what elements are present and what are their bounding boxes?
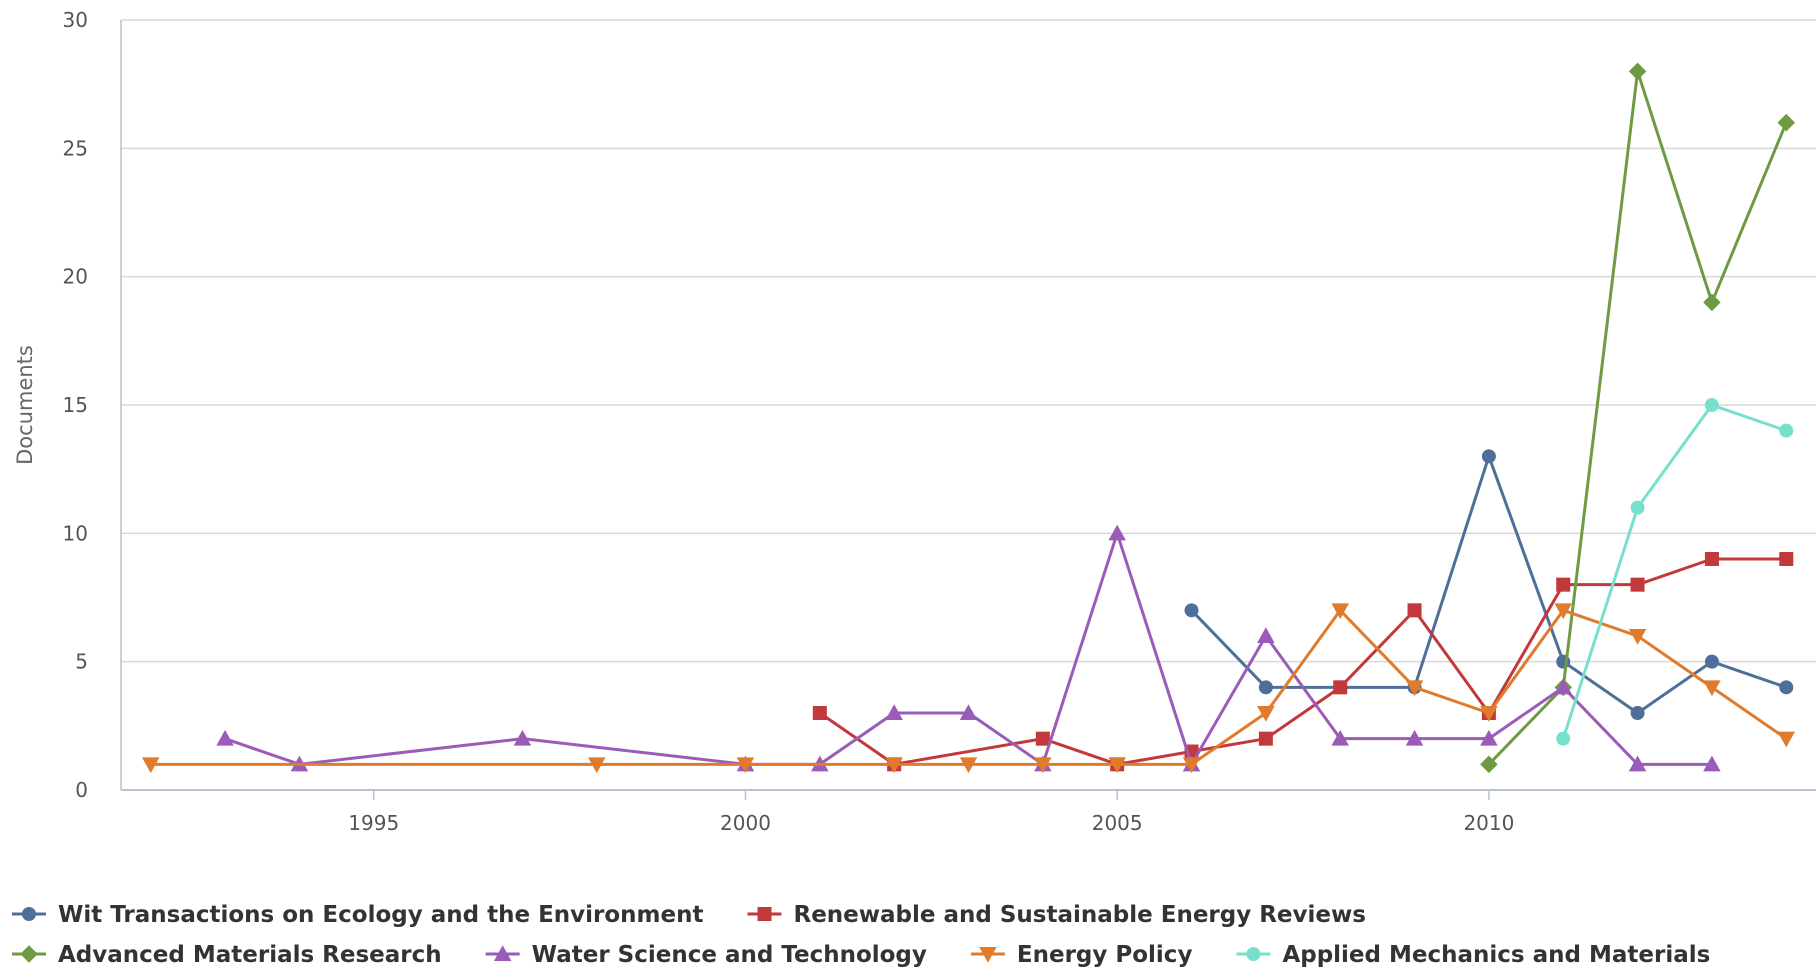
data-point[interactable] [1480,706,1498,722]
y-axis-title: Documents [13,345,37,465]
legend-item[interactable]: Wit Transactions on Ecology and the Envi… [12,902,703,928]
y-tick-label: 10 [63,521,88,545]
data-point[interactable] [1333,680,1348,695]
data-point[interactable] [1777,113,1796,132]
grid [121,19,1816,791]
data-point[interactable] [1554,603,1572,620]
data-point[interactable] [513,729,532,746]
data-point[interactable] [141,757,160,774]
legend-label: Advanced Materials Research [58,942,442,968]
data-point[interactable] [1331,603,1349,620]
data-point[interactable] [1779,680,1794,695]
legend-item[interactable]: Water Science and Technology [485,942,927,968]
data-point[interactable] [1777,731,1796,748]
data-point[interactable] [1405,729,1424,746]
data-point[interactable] [1556,577,1571,592]
y-tick-label: 25 [63,136,88,160]
data-point[interactable] [812,706,827,720]
legend-label: Applied Mechanics and Materials [1282,942,1710,968]
legend-label: Wit Transactions on Ecology and the Envi… [58,902,703,928]
series-line[interactable] [1487,69,1788,766]
series-line[interactable] [223,531,1714,766]
legend-swatch-marker[interactable] [979,947,997,963]
data-point[interactable] [588,757,606,774]
series-line[interactable] [1190,454,1788,715]
data-point[interactable] [1480,729,1498,746]
series-line[interactable] [149,608,1788,766]
data-point[interactable] [959,757,978,774]
data-point[interactable] [1257,627,1275,643]
data-point[interactable] [1184,603,1199,618]
data-point[interactable] [1630,500,1645,515]
series-line[interactable] [1561,403,1788,741]
data-point[interactable] [1108,757,1126,774]
data-point[interactable] [1704,552,1719,566]
data-point[interactable] [1779,423,1794,438]
data-point[interactable] [1556,731,1571,746]
data-point[interactable] [1554,678,1572,695]
y-tick-label: 15 [63,393,88,417]
legend-item[interactable]: Applied Mechanics and Materials [1236,942,1710,968]
data-point[interactable] [736,757,755,774]
legend-swatch-marker[interactable] [757,907,772,921]
data-point[interactable] [1407,603,1422,618]
legend[interactable]: Wit Transactions on Ecology and the Envi… [12,902,1710,968]
data-point[interactable] [1331,729,1349,746]
data-point[interactable] [885,757,903,774]
x-tick-label: 1995 [348,811,399,835]
axes: 0 5 10 15 20 25 30 1995 2000 2005 2010 [63,8,1816,835]
y-tick-label: 5 [75,650,88,674]
data-point[interactable] [1628,629,1647,645]
data-point[interactable] [959,704,978,720]
data-point[interactable] [1035,731,1050,746]
x-tick-label: 2005 [1092,811,1143,835]
data-point[interactable] [1258,731,1273,746]
data-point[interactable] [1628,755,1647,772]
data-point[interactable] [1703,680,1721,697]
legend-swatch-marker[interactable] [20,945,38,963]
series-4 [141,603,1796,774]
series-5 [1556,398,1794,746]
data-point[interactable] [1258,680,1273,695]
legend-label: Renewable and Sustainable Energy Reviews [793,902,1365,928]
x-tick-label: 2010 [1463,811,1514,835]
data-point[interactable] [1703,293,1721,312]
y-tick-label: 0 [75,778,88,802]
data-point[interactable] [1257,706,1275,722]
series-group [141,62,1796,774]
legend-swatch-marker[interactable] [22,907,36,921]
data-point[interactable] [1630,706,1645,720]
legend-item[interactable]: Renewable and Sustainable Energy Reviews [747,902,1366,928]
legend-item[interactable]: Advanced Materials Research [12,942,442,968]
data-point[interactable] [1405,680,1424,697]
data-point[interactable] [885,704,903,720]
y-tick-label: 30 [63,8,88,32]
data-point[interactable] [1182,757,1201,774]
legend-label: Water Science and Technology [532,942,927,968]
data-point[interactable] [1628,62,1647,81]
data-point[interactable] [1481,449,1496,464]
y-tick-label: 20 [63,265,88,289]
series-3 [216,524,1721,772]
data-point[interactable] [1703,755,1721,772]
legend-label: Energy Policy [1017,942,1193,968]
legend-item[interactable]: Energy Policy [970,942,1193,968]
legend-swatch-marker[interactable] [1246,947,1261,961]
legend-swatch-marker[interactable] [493,945,512,961]
data-point[interactable] [216,729,234,746]
data-point[interactable] [1704,398,1719,412]
data-point[interactable] [1704,654,1719,669]
data-point[interactable] [1779,552,1794,566]
data-point[interactable] [1480,755,1498,774]
data-point[interactable] [1034,757,1052,774]
data-point[interactable] [1630,577,1645,592]
x-tick-label: 2000 [720,811,771,835]
data-point[interactable] [1108,524,1126,541]
